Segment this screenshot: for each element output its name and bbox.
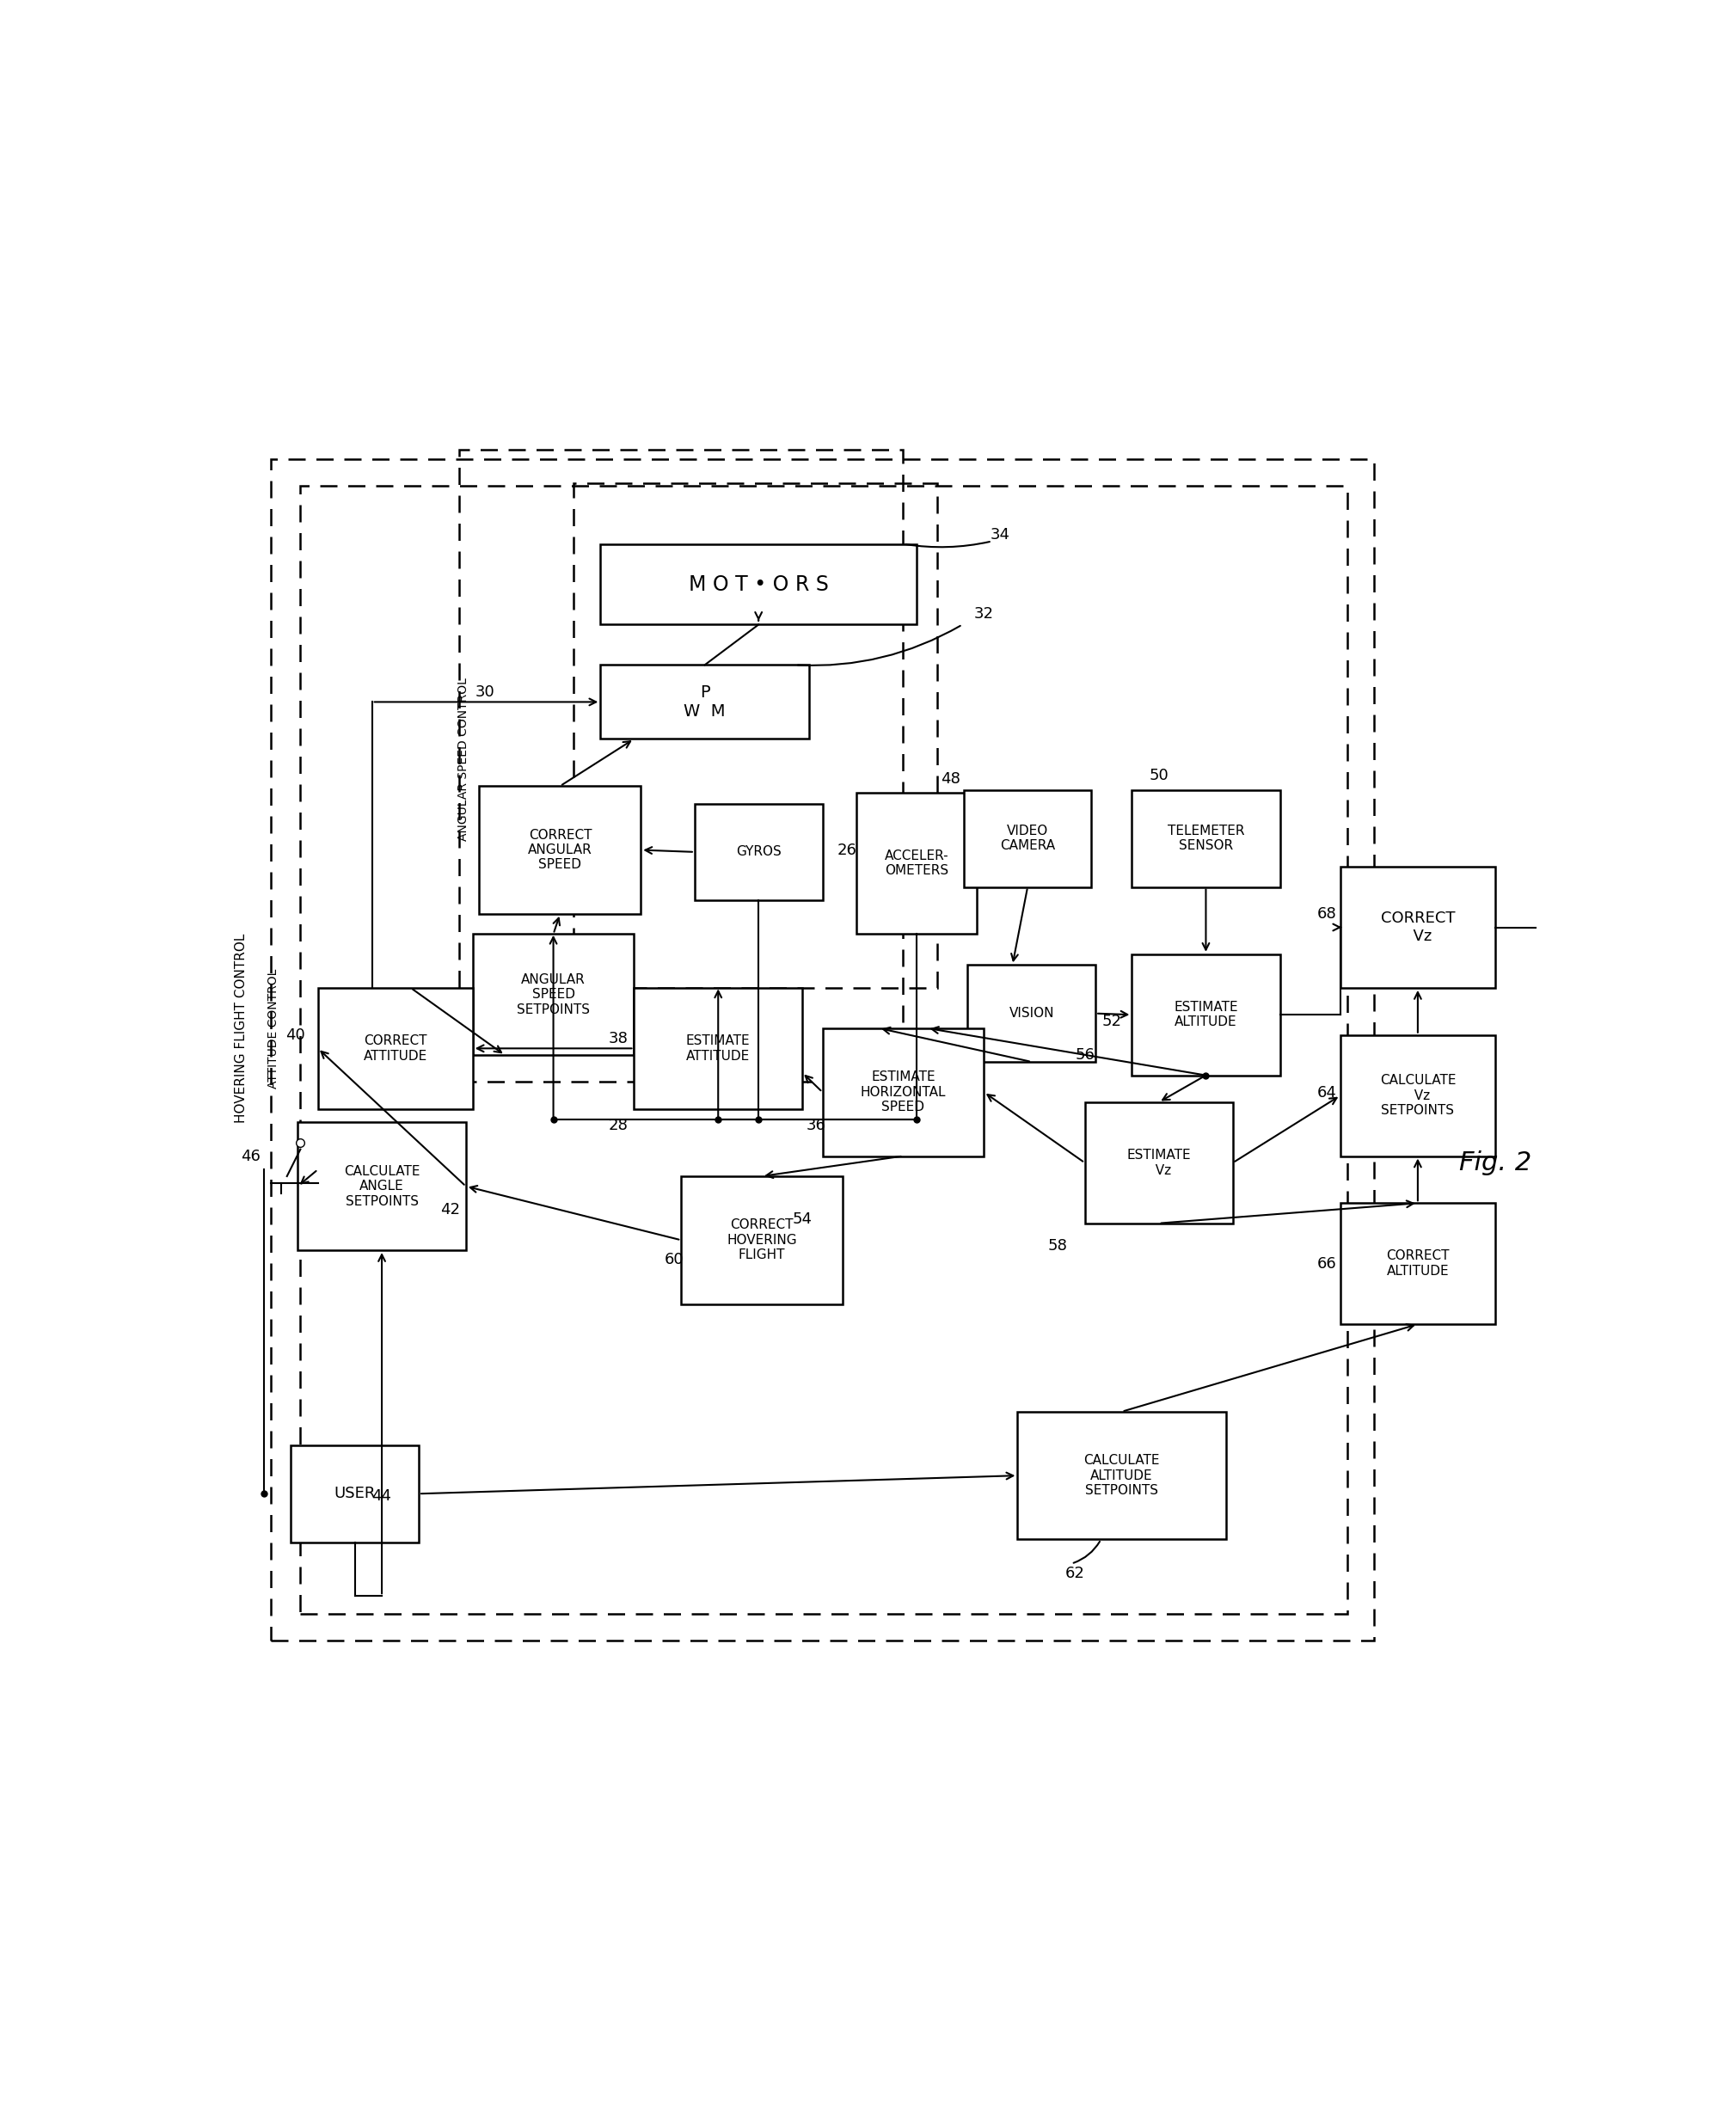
Bar (963, 789, 1092, 887)
Text: CORRECT
ATTITUDE: CORRECT ATTITUDE (363, 1035, 427, 1062)
Text: 32: 32 (974, 605, 993, 622)
Text: 48: 48 (941, 772, 960, 787)
Text: ANGULAR
SPEED
SETPOINTS: ANGULAR SPEED SETPOINTS (517, 973, 590, 1016)
Bar (681, 1176, 842, 1303)
Text: 26: 26 (837, 842, 856, 859)
Bar (1085, 1102, 1233, 1223)
Text: ESTIMATE
ATTITUDE: ESTIMATE ATTITUDE (686, 1035, 750, 1062)
Bar (601, 544, 917, 624)
Text: VIDEO
CAMERA: VIDEO CAMERA (1000, 825, 1055, 853)
Text: P
W  M: P W M (684, 683, 726, 719)
Text: 34: 34 (990, 527, 1010, 542)
Bar (299, 1121, 465, 1251)
Text: 38: 38 (608, 1030, 628, 1047)
Bar (634, 988, 802, 1109)
Text: TELEMETER
SENSOR: TELEMETER SENSOR (1167, 825, 1245, 853)
Text: CALCULATE
  Vz
SETPOINTS: CALCULATE Vz SETPOINTS (1380, 1075, 1457, 1117)
Text: 58: 58 (1049, 1238, 1068, 1255)
Text: 60: 60 (665, 1253, 684, 1267)
Bar (300, 487, 1347, 1615)
Text: 64: 64 (1318, 1086, 1337, 1100)
Bar (479, 785, 641, 914)
Bar (1132, 789, 1279, 887)
Bar (601, 664, 809, 738)
Text: ESTIMATE
ALTITUDE: ESTIMATE ALTITUDE (1174, 1001, 1238, 1028)
Text: GYROS: GYROS (736, 846, 781, 859)
Bar (967, 965, 1095, 1062)
Text: ESTIMATE
  Vz: ESTIMATE Vz (1127, 1149, 1191, 1176)
Bar (472, 933, 634, 1056)
Text: CORRECT
ALTITUDE: CORRECT ALTITUDE (1385, 1251, 1450, 1278)
Text: 30: 30 (476, 683, 495, 700)
Text: 68: 68 (1318, 906, 1337, 923)
Bar (292, 1445, 418, 1543)
Text: 36: 36 (806, 1117, 826, 1132)
Bar (318, 988, 472, 1109)
Bar (1340, 868, 1495, 988)
Text: 54: 54 (792, 1212, 812, 1227)
Bar (856, 794, 977, 933)
Text: 50: 50 (1149, 768, 1168, 783)
Text: 28: 28 (608, 1117, 628, 1132)
Text: HOVERING FLIGHT CONTROL: HOVERING FLIGHT CONTROL (234, 933, 248, 1124)
Bar (1132, 954, 1279, 1075)
Text: ANGULAR SPEED CONTROL: ANGULAR SPEED CONTROL (457, 677, 469, 840)
Text: VISION: VISION (1009, 1007, 1054, 1020)
Text: CORRECT
  Vz: CORRECT Vz (1380, 910, 1455, 944)
Text: 56: 56 (1075, 1047, 1095, 1062)
Bar (823, 1028, 984, 1155)
Bar (458, 451, 903, 1081)
Bar (1340, 1204, 1495, 1325)
Text: 52: 52 (1102, 1014, 1121, 1028)
Text: 62: 62 (1066, 1566, 1085, 1581)
Text: 44: 44 (372, 1490, 391, 1504)
Text: 66: 66 (1318, 1257, 1337, 1272)
Text: ESTIMATE
HORIZONTAL
SPEED: ESTIMATE HORIZONTAL SPEED (861, 1071, 946, 1113)
Bar (694, 804, 823, 901)
Text: 40: 40 (285, 1026, 306, 1043)
Bar (1340, 1035, 1495, 1155)
Text: CORRECT
HOVERING
FLIGHT: CORRECT HOVERING FLIGHT (727, 1219, 797, 1261)
Text: Fig. 2: Fig. 2 (1458, 1151, 1531, 1174)
Bar (271, 459, 1375, 1640)
Bar (1017, 1411, 1226, 1540)
Bar (573, 482, 937, 988)
Text: M O T • O R S: M O T • O R S (689, 573, 828, 595)
Text: CORRECT
ANGULAR
SPEED: CORRECT ANGULAR SPEED (528, 829, 592, 872)
Text: ATTITUDE CONTROL: ATTITUDE CONTROL (267, 969, 279, 1088)
Text: ACCELER-
OMETERS: ACCELER- OMETERS (885, 849, 948, 878)
Text: CALCULATE
ALTITUDE
SETPOINTS: CALCULATE ALTITUDE SETPOINTS (1083, 1454, 1160, 1496)
Text: CALCULATE
ANGLE
SETPOINTS: CALCULATE ANGLE SETPOINTS (344, 1166, 420, 1208)
Text: 42: 42 (439, 1202, 460, 1217)
Text: USER: USER (333, 1485, 375, 1502)
Text: 46: 46 (241, 1149, 260, 1164)
